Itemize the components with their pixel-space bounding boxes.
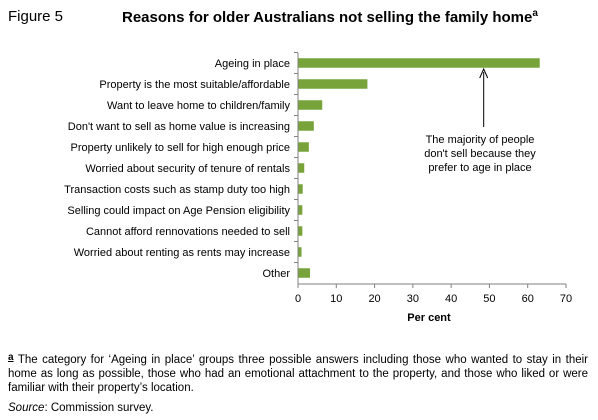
bar	[298, 121, 314, 131]
x-tick-label: 50	[483, 293, 495, 305]
annotation-text-line: don't sell because they	[424, 148, 536, 160]
category-label: Want to leave home to children/family	[107, 100, 291, 112]
title-note-marker: a	[532, 8, 538, 19]
source-text: : Commission survey.	[44, 402, 154, 414]
bar	[298, 184, 303, 194]
footnote: a The category for ‘Ageing in place’ gro…	[8, 351, 588, 395]
bar	[298, 142, 309, 152]
category-label: Cannot afford rennovations needed to sel…	[86, 226, 290, 238]
bar	[298, 247, 302, 257]
category-label: Other	[262, 268, 290, 280]
category-label: Property unlikely to sell for high enoug…	[70, 142, 290, 154]
x-tick-label: 70	[560, 293, 572, 305]
x-axis-label: Per cent	[407, 312, 451, 324]
source-note: Source: Commission survey.	[8, 402, 154, 414]
footnote-marker: a	[8, 352, 14, 363]
annotation-text-line: The majority of people	[426, 134, 535, 146]
category-label: Ageing in place	[215, 58, 290, 70]
bar	[298, 268, 310, 278]
x-tick-label: 30	[407, 293, 419, 305]
x-tick-label: 10	[330, 293, 342, 305]
footnote-text: The category for ‘Ageing in place’ group…	[8, 354, 588, 394]
bar	[298, 205, 303, 215]
x-tick-label: 40	[445, 293, 457, 305]
figure-label: Figure 5	[8, 8, 64, 25]
chart-title-text: Reasons for older Australians not sellin…	[122, 9, 533, 26]
annotation-text-line: prefer to age in place	[428, 162, 531, 174]
x-tick-label: 60	[522, 293, 534, 305]
x-tick-label: 0	[295, 293, 301, 305]
bar	[298, 226, 303, 236]
category-label: Worried about renting as rents may incre…	[74, 247, 290, 259]
bar-chart: Ageing in place Property is the most suit…	[64, 52, 572, 324]
x-tick-label: 20	[368, 293, 380, 305]
bar	[298, 100, 323, 110]
category-label: Worried about security of tenure of rent…	[85, 163, 290, 175]
chart-title: Reasons for older Australians not sellin…	[122, 8, 538, 26]
annotation-arrow-head	[479, 67, 489, 79]
category-label: Property is the most suitable/affordable	[99, 79, 290, 91]
category-label: Selling could impact on Age Pension elig…	[67, 205, 290, 217]
category-label: Transaction costs such as stamp duty too…	[64, 184, 290, 196]
category-label: Don't want to sell as home value is incr…	[68, 121, 290, 133]
bar	[298, 163, 305, 173]
bar	[298, 79, 368, 89]
bar	[298, 58, 540, 68]
source-label: Source	[8, 402, 45, 414]
